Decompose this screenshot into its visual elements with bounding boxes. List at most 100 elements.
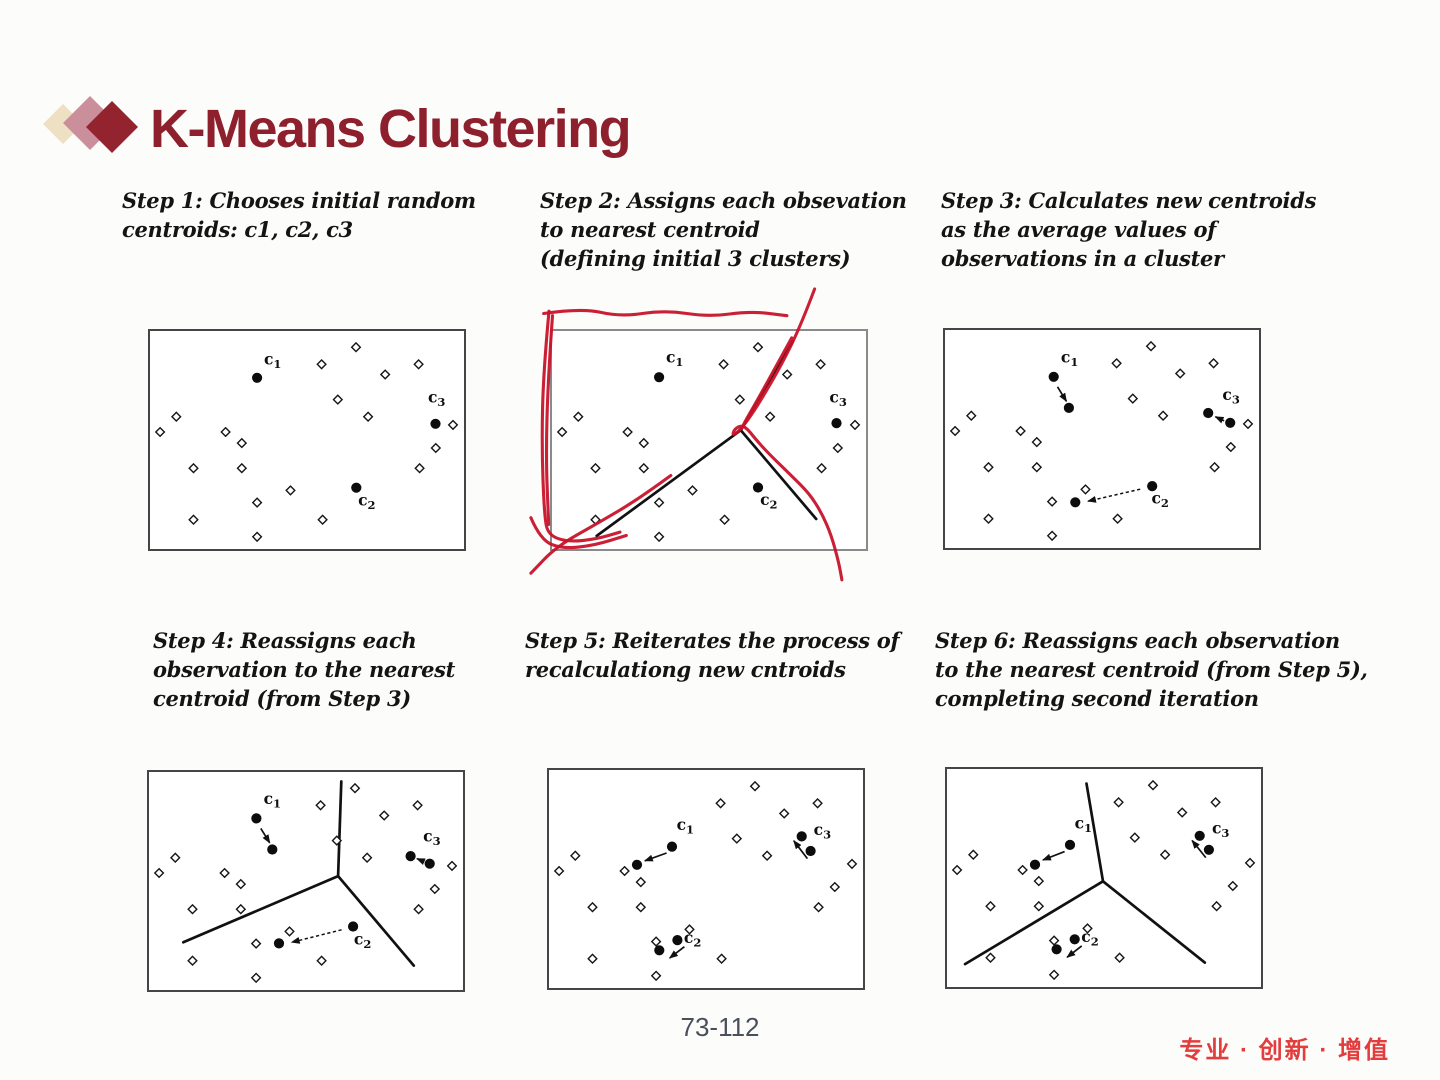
observation-diamond (719, 514, 730, 525)
red-pen-annotation (542, 308, 789, 318)
centroid-dot-c2 (1147, 481, 1158, 492)
observation-diamond (849, 419, 861, 431)
observation-diamond (1127, 393, 1139, 404)
observation-diamond (832, 442, 844, 454)
centroid-label-c1: c1 (264, 350, 281, 372)
observation-diamond (1157, 410, 1169, 421)
caption-line: Step 2: Assigns each obsevation (540, 188, 907, 213)
observation-diamond (1080, 484, 1091, 495)
observation-diamond (378, 810, 390, 821)
page-title: K-Means Clustering (150, 99, 632, 159)
observation-diamond (573, 411, 584, 422)
centroid-move-arrow (1087, 488, 1141, 503)
observation-diamond (430, 442, 442, 454)
observation-diamond (1046, 530, 1058, 542)
step-4-scatter-svg: c1 c2 c3 (147, 770, 465, 992)
observation-diamond (285, 485, 296, 496)
centroid-dot-c3 (805, 845, 816, 857)
cluster-boundary-line (595, 428, 743, 538)
observation-diamond (1174, 368, 1186, 379)
footer-slogan: 专业 · 创新 · 增值 (1179, 1037, 1390, 1064)
step-1-caption: Step 1: Chooses initial random centroids:… (122, 186, 476, 244)
centroid-dot-new (1029, 859, 1041, 870)
observation-diamond (236, 462, 248, 474)
plot-border (147, 770, 465, 992)
observation-diamond (813, 901, 824, 913)
cluster-boundary-line (963, 879, 1105, 966)
red-pen-annotation (529, 516, 628, 550)
observation-diamond (752, 341, 764, 353)
observation-diamond (331, 835, 343, 846)
centroid-label-c1: c1 (264, 789, 281, 811)
red-pen-annotation (544, 314, 555, 526)
centroid-dot-c1 (251, 813, 262, 824)
centroid-move-arrow (1066, 945, 1083, 958)
centroid-label-c1: c1 (1075, 814, 1092, 836)
observation-diamond (349, 782, 361, 794)
observation-diamond (1129, 832, 1141, 843)
centroid-dot-c1 (252, 372, 263, 383)
observation-diamond (731, 833, 743, 844)
observation-diamond (638, 462, 650, 474)
centroid-label-c3: c3 (428, 387, 445, 409)
plot-border (945, 767, 1263, 989)
observation-diamond (650, 970, 662, 982)
observation-diamond (966, 410, 977, 421)
step-6-scatter-svg: c1 c2 c3 (945, 767, 1263, 989)
observation-diamond (1031, 436, 1043, 448)
centroid-dot-c1 (1048, 371, 1059, 382)
centroid-label-c3: c3 (423, 827, 440, 849)
observation-diamond (1145, 340, 1157, 352)
caption-line: (defining initial 3 clusters) (540, 246, 851, 271)
observation-diamond (734, 394, 746, 405)
caption-line: observation to the nearest (153, 657, 456, 682)
centroid-label-c3: c3 (1212, 819, 1229, 841)
caption-line: centroids: c1, c2, c3 (122, 217, 353, 242)
observation-diamond (951, 864, 963, 876)
step-2-caption: Step 2: Assigns each obsevation to neares… (540, 186, 907, 273)
caption-line: Step 3: Calculates new centroids (941, 188, 1317, 213)
centroid-dot-new (654, 945, 665, 956)
centroid-dot-new (1194, 830, 1205, 841)
centroid-dot-c3 (831, 418, 842, 429)
observation-diamond (413, 903, 424, 915)
centroid-move-arrow (643, 852, 667, 862)
observation-diamond (188, 514, 199, 525)
caption-line: to the nearest centroid (from Step 5), (935, 657, 1368, 682)
step-4-diagram: c1 c2 c3 (147, 770, 465, 992)
centroid-label-c2: c2 (684, 928, 701, 950)
observation-diamond (1033, 875, 1045, 887)
logo-diamond-maroon (86, 101, 138, 153)
centroid-dot-new (1070, 497, 1081, 508)
step-2-scatter-svg: c1 c2 c3 (529, 287, 868, 582)
observation-diamond (1176, 807, 1188, 818)
step-2-diagram: c1 c2 c3 (529, 287, 868, 582)
observation-diamond (764, 411, 776, 422)
plot-border (148, 329, 466, 551)
centroid-move-arrow (1056, 386, 1068, 403)
step-3-caption: Step 3: Calculates new centroids as the a… (941, 186, 1316, 273)
cluster-boundary-line (181, 874, 340, 944)
observation-diamond (716, 953, 727, 964)
observation-diamond (235, 903, 247, 915)
centroid-move-arrow (416, 857, 426, 865)
observation-diamond (715, 798, 726, 809)
observation-diamond (846, 858, 858, 870)
caption-line: Step 6: Reassigns each observation (935, 628, 1340, 653)
observation-diamond (1209, 461, 1220, 473)
cluster-boundary-line (1101, 879, 1207, 964)
step-4-caption: Step 4: Reassigns each observation to the… (153, 626, 455, 713)
observation-diamond (781, 369, 793, 380)
observation-diamond (1208, 358, 1219, 369)
observation-diamond (1048, 969, 1060, 981)
caption-line: observations in a cluster (941, 246, 1224, 271)
centroid-dot-c1 (1064, 839, 1076, 850)
step-5-diagram: c1 c2 c3 (547, 768, 865, 990)
observation-diamond (985, 952, 996, 963)
centroid-dot-c1 (654, 372, 665, 383)
centroid-label-c1: c1 (666, 347, 683, 369)
observation-diamond (829, 881, 841, 893)
cluster-boundary-line (739, 428, 818, 521)
centroid-dot-c2 (351, 482, 362, 493)
